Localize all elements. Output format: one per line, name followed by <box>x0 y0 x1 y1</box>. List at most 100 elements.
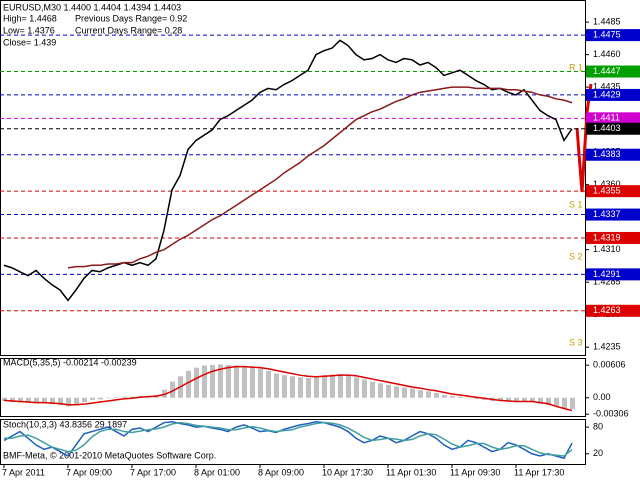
level-label: 1.4263 <box>593 305 621 315</box>
histogram-bar <box>450 396 455 398</box>
y-tick-label: 1.4235 <box>593 342 621 352</box>
histogram-bar <box>42 397 47 404</box>
histogram-bar <box>170 381 175 398</box>
histogram-bar <box>322 375 327 398</box>
level-label: 1.4291 <box>593 269 621 279</box>
y-tick-label: 1.4460 <box>593 49 621 59</box>
level-box <box>586 112 640 125</box>
histogram-bar <box>474 397 479 399</box>
histogram-bar <box>130 396 135 398</box>
level-box <box>586 208 640 221</box>
pivot-label: S 2 <box>569 251 583 261</box>
level-box <box>586 268 640 281</box>
series-line <box>3 365 573 412</box>
level-label: 1.4447 <box>593 66 621 76</box>
histogram-bar <box>370 381 375 398</box>
x-tick-label: 8 Apr 01:00 <box>194 467 240 477</box>
series-line <box>3 39 573 302</box>
x-tick-label: 7 Apr 2011 <box>2 467 45 477</box>
histogram-bar <box>386 384 391 398</box>
histogram-bar <box>202 365 207 398</box>
chart-title: EURUSD,M30 1.4400 1.4404 1.4394 1.4403 <box>3 2 181 12</box>
pivot-label: S 3 <box>569 337 583 347</box>
main-panel-frame <box>0 0 586 356</box>
histogram-bar <box>538 397 543 404</box>
y-tick-label: 20 <box>593 448 603 458</box>
x-tick-label: 11 Apr 01:30 <box>386 467 436 477</box>
histogram-bar <box>114 397 119 398</box>
level-label: 1.4403 <box>593 123 621 133</box>
pivot-label: R 1 <box>569 62 583 72</box>
histogram-bar <box>394 386 399 398</box>
histogram-bar <box>82 397 87 403</box>
histogram-bar <box>514 397 519 402</box>
histogram-bar <box>522 397 527 401</box>
y-tick-label: 0.00606 <box>593 360 626 370</box>
y-tick-label: 1.4360 <box>593 179 621 189</box>
y-tick-label: 0.00 <box>593 392 611 402</box>
histogram-bar <box>226 364 231 398</box>
histogram-bar <box>466 397 471 399</box>
pivot-label: S 1 <box>569 199 583 209</box>
histogram-bar <box>506 397 511 402</box>
macd-title: MACD(5,35,5) -0.00214 -0.00239 <box>3 357 137 367</box>
histogram-bar <box>546 397 551 406</box>
histogram-bar <box>338 374 343 398</box>
histogram-bar <box>210 364 215 398</box>
histogram-bar <box>306 377 311 398</box>
level-label: 1.4337 <box>593 209 621 219</box>
y-tick-label: 1.4285 <box>593 277 621 287</box>
histogram-bar <box>402 387 407 398</box>
histogram-bar <box>186 370 191 398</box>
histogram-bar <box>570 397 575 410</box>
histogram-bar <box>58 397 63 406</box>
histogram-bar <box>50 397 55 405</box>
level-box <box>586 122 640 135</box>
histogram-bar <box>242 366 247 398</box>
level-box <box>586 185 640 198</box>
x-tick-label: 11 Apr 17:30 <box>514 467 564 477</box>
histogram-bar <box>106 397 111 399</box>
histogram-bar <box>74 397 79 405</box>
stoch-title: Stoch(10,3,3) 43.8356 29.1897 <box>3 419 127 429</box>
histogram-bar <box>362 379 367 398</box>
histogram-bar <box>314 376 319 398</box>
level-label: 1.4319 <box>593 232 621 242</box>
y-tick-label: 80 <box>593 421 603 431</box>
histogram-bar <box>250 367 255 398</box>
info-text: Previous Days Range= 0.92 <box>75 13 187 23</box>
histogram-bar <box>18 397 23 403</box>
level-box <box>586 88 640 101</box>
level-label: 1.4475 <box>593 29 621 39</box>
histogram-bar <box>274 373 279 398</box>
info-text: High= 1.4468 <box>3 13 57 23</box>
histogram-bar <box>498 397 503 401</box>
histogram-bar <box>34 397 39 403</box>
x-tick-label: 7 Apr 17:00 <box>130 467 176 477</box>
histogram-bar <box>98 397 103 400</box>
copyright: BMF-Meta, © 2001-2010 MetaQuotes Softwar… <box>3 450 216 460</box>
x-tick-label: 8 Apr 09:00 <box>258 467 304 477</box>
y-tick-label: 1.4485 <box>593 16 621 26</box>
histogram-bar <box>410 388 415 398</box>
series-line <box>4 421 573 457</box>
y-tick-label: 1.4435 <box>593 81 621 91</box>
histogram-bar <box>282 375 287 398</box>
histogram-bar <box>218 364 223 398</box>
histogram-bar <box>330 374 335 398</box>
histogram-bar <box>2 397 7 401</box>
info-text: Low= 1.4376 <box>3 25 55 35</box>
info-text: Current Days Range= 0.28 <box>75 25 182 35</box>
level-box <box>586 65 640 78</box>
histogram-bar <box>266 370 271 398</box>
x-tick-label: 7 Apr 09:00 <box>66 467 112 477</box>
stoch-panel-frame <box>0 419 586 465</box>
histogram-bar <box>346 375 351 398</box>
histogram-bar <box>530 397 535 403</box>
histogram-bar <box>290 376 295 398</box>
macd-panel-frame <box>0 358 586 417</box>
histogram-bar <box>66 397 71 407</box>
